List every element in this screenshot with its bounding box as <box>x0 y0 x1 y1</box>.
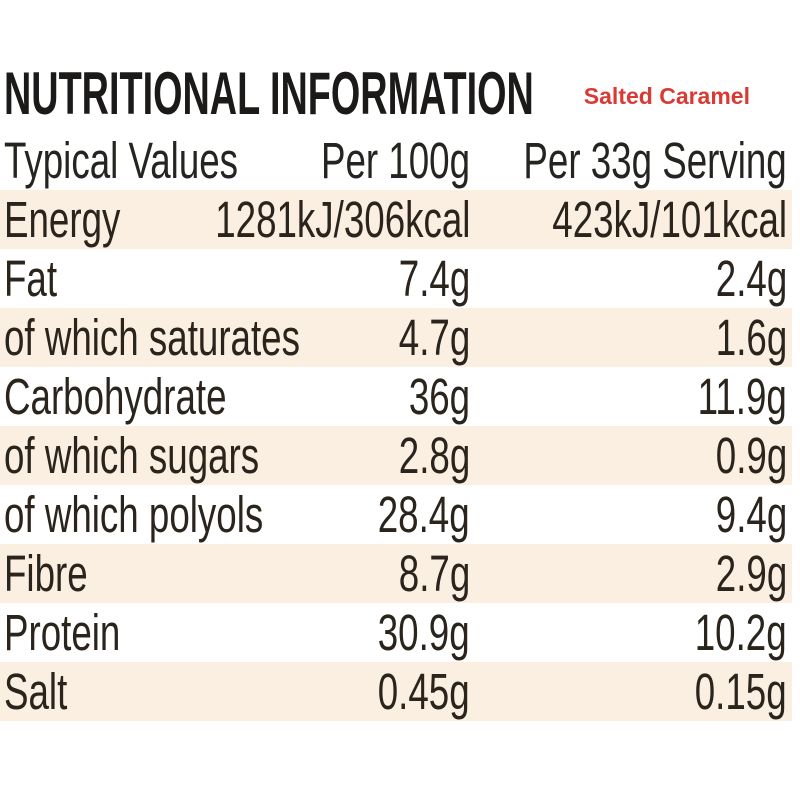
per-serving-value: 0.9g <box>715 427 787 484</box>
row-label: Fibre <box>4 545 88 602</box>
row-label: Salt <box>4 663 68 720</box>
per-100g-value: 1281kJ/306kcal <box>214 191 470 248</box>
per-100g-value: 0.45g <box>378 663 470 720</box>
row-carbohydrate: Carbohydrate 36g 11.9g <box>0 367 792 426</box>
per-serving-value: 423kJ/101kcal <box>552 191 787 248</box>
row-polyols: of which polyols 28.4g 9.4g <box>0 485 792 544</box>
page-title-text: NUTRITIONAL INFORMATION <box>4 60 534 127</box>
header-typical-values: Typical Values <box>4 132 239 189</box>
row-label: Fat <box>4 250 58 307</box>
header-per-serving: Per 33g Serving <box>523 132 787 189</box>
flavor-name: Salted Caramel <box>583 83 750 109</box>
row-label: Carbohydrate <box>4 368 227 425</box>
per-100g-value: 28.4g <box>378 486 470 543</box>
per-100g-value: 4.7g <box>398 309 470 366</box>
per-100g-value: 7.4g <box>398 250 470 307</box>
per-100g-value: 30.9g <box>378 604 470 661</box>
table-header-row: Typical Values Per 100g Per 33g Serving <box>0 131 792 190</box>
per-serving-value: 2.9g <box>715 545 787 602</box>
per-100g-value: 8.7g <box>398 545 470 602</box>
per-serving-value: 1.6g <box>715 309 787 366</box>
row-sugars: of which sugars 2.8g 0.9g <box>0 426 792 485</box>
row-label: Energy <box>4 191 121 248</box>
row-energy: Energy 1281kJ/306kcal 423kJ/101kcal <box>0 190 792 249</box>
per-serving-value: 2.4g <box>715 250 787 307</box>
page-title: NUTRITIONAL INFORMATION <box>4 63 549 125</box>
title-row: NUTRITIONAL INFORMATION Salted Caramel <box>4 63 800 125</box>
row-label: of which sugars <box>4 427 260 484</box>
row-fat: Fat 7.4g 2.4g <box>0 249 792 308</box>
row-label: of which polyols <box>4 486 264 543</box>
row-saturates: of which saturates 4.7g 1.6g <box>0 308 792 367</box>
per-serving-value: 11.9g <box>697 368 787 425</box>
per-100g-value: 36g <box>408 368 470 425</box>
header-per-100g: Per 100g <box>320 132 470 189</box>
per-100g-value: 2.8g <box>398 427 470 484</box>
nutrition-table: Typical Values Per 100g Per 33g Serving … <box>0 131 800 721</box>
row-fibre: Fibre 8.7g 2.9g <box>0 544 792 603</box>
per-serving-value: 0.15g <box>695 663 787 720</box>
row-label: of which saturates <box>4 309 300 366</box>
row-protein: Protein 30.9g 10.2g <box>0 603 792 662</box>
per-serving-value: 10.2g <box>695 604 787 661</box>
per-serving-value: 9.4g <box>715 486 787 543</box>
row-salt: Salt 0.45g 0.15g <box>0 662 792 721</box>
nutrition-label: NUTRITIONAL INFORMATION Salted Caramel T… <box>0 63 800 800</box>
row-label: Protein <box>4 604 121 661</box>
